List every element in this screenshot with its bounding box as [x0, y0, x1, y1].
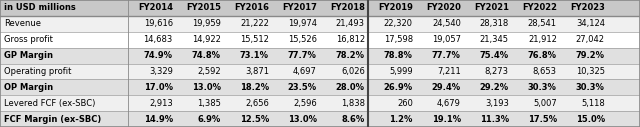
Text: 3,871: 3,871 [245, 67, 269, 76]
Text: 21,222: 21,222 [240, 19, 269, 28]
Text: 30.3%: 30.3% [576, 83, 605, 92]
Text: 17,598: 17,598 [383, 35, 413, 44]
Text: 28,541: 28,541 [528, 19, 557, 28]
Text: in USD millions: in USD millions [4, 3, 76, 12]
Text: 13.0%: 13.0% [288, 115, 317, 124]
Text: FY2022: FY2022 [522, 3, 557, 12]
Text: 21,493: 21,493 [336, 19, 365, 28]
Text: 1,838: 1,838 [340, 99, 365, 108]
Text: 4,697: 4,697 [293, 67, 317, 76]
Text: 27,042: 27,042 [576, 35, 605, 44]
Text: 2,596: 2,596 [293, 99, 317, 108]
Text: 75.4%: 75.4% [479, 51, 509, 60]
Text: 1,385: 1,385 [197, 99, 221, 108]
Text: 14,922: 14,922 [192, 35, 221, 44]
Bar [0, 16, 640, 32]
Text: 19,057: 19,057 [432, 35, 461, 44]
Text: 6.9%: 6.9% [198, 115, 221, 124]
Text: 6,026: 6,026 [341, 67, 365, 76]
Text: Operating profit: Operating profit [4, 67, 72, 76]
Text: 3,329: 3,329 [149, 67, 173, 76]
Text: 24,540: 24,540 [432, 19, 461, 28]
Text: 15.0%: 15.0% [575, 115, 605, 124]
Text: 74.8%: 74.8% [192, 51, 221, 60]
Text: 1.2%: 1.2% [389, 115, 413, 124]
Text: 19.1%: 19.1% [431, 115, 461, 124]
Text: 3,193: 3,193 [485, 99, 509, 108]
Text: 19,616: 19,616 [143, 19, 173, 28]
Bar [0, 32, 640, 48]
Text: 15,512: 15,512 [240, 35, 269, 44]
Text: 5,007: 5,007 [533, 99, 557, 108]
Text: 23.5%: 23.5% [287, 83, 317, 92]
Text: 77.7%: 77.7% [288, 51, 317, 60]
Text: 29.4%: 29.4% [431, 83, 461, 92]
Text: 5,118: 5,118 [581, 99, 605, 108]
Text: 30.3%: 30.3% [528, 83, 557, 92]
Bar [0, 0, 640, 16]
Text: 2,656: 2,656 [245, 99, 269, 108]
Text: FY2021: FY2021 [474, 3, 509, 12]
Text: 2,592: 2,592 [197, 67, 221, 76]
Text: 14.9%: 14.9% [143, 115, 173, 124]
Text: 15,526: 15,526 [288, 35, 317, 44]
Text: 17.0%: 17.0% [144, 83, 173, 92]
Text: 7,211: 7,211 [437, 67, 461, 76]
Text: 18.2%: 18.2% [239, 83, 269, 92]
Bar [0, 64, 640, 79]
Text: FY2018: FY2018 [330, 3, 365, 12]
Text: 79.2%: 79.2% [576, 51, 605, 60]
Bar [0, 79, 640, 95]
Text: FY2017: FY2017 [282, 3, 317, 12]
Text: 78.8%: 78.8% [384, 51, 413, 60]
Text: FY2016: FY2016 [234, 3, 269, 12]
Text: FY2020: FY2020 [426, 3, 461, 12]
Text: 5,999: 5,999 [389, 67, 413, 76]
Text: 8,273: 8,273 [484, 67, 509, 76]
Text: 77.7%: 77.7% [432, 51, 461, 60]
Text: FY2019: FY2019 [378, 3, 413, 12]
Text: 17.5%: 17.5% [527, 115, 557, 124]
Text: Revenue: Revenue [4, 19, 42, 28]
Text: 10,325: 10,325 [576, 67, 605, 76]
Text: 28.0%: 28.0% [336, 83, 365, 92]
Text: 73.1%: 73.1% [240, 51, 269, 60]
Text: 2,913: 2,913 [149, 99, 173, 108]
Text: 19,959: 19,959 [192, 19, 221, 28]
Text: 74.9%: 74.9% [144, 51, 173, 60]
Text: 13.0%: 13.0% [192, 83, 221, 92]
Text: Levered FCF (ex-SBC): Levered FCF (ex-SBC) [4, 99, 96, 108]
Text: 34,124: 34,124 [576, 19, 605, 28]
Text: 76.8%: 76.8% [528, 51, 557, 60]
Text: 29.2%: 29.2% [479, 83, 509, 92]
Text: OP Margin: OP Margin [4, 83, 54, 92]
Text: 21,912: 21,912 [528, 35, 557, 44]
Text: 8.6%: 8.6% [342, 115, 365, 124]
Bar [0, 111, 640, 127]
Text: 8,653: 8,653 [532, 67, 557, 76]
Bar [0, 48, 640, 64]
Text: 28,318: 28,318 [479, 19, 509, 28]
Text: Gross profit: Gross profit [4, 35, 53, 44]
Text: 260: 260 [397, 99, 413, 108]
Text: 26.9%: 26.9% [383, 83, 413, 92]
Text: 16,812: 16,812 [335, 35, 365, 44]
Text: 11.3%: 11.3% [479, 115, 509, 124]
Text: 21,345: 21,345 [480, 35, 509, 44]
Text: FY2014: FY2014 [138, 3, 173, 12]
Text: GP Margin: GP Margin [4, 51, 54, 60]
Text: 14,683: 14,683 [143, 35, 173, 44]
Text: 12.5%: 12.5% [239, 115, 269, 124]
Text: 4,679: 4,679 [437, 99, 461, 108]
Bar [0, 95, 640, 111]
Text: 78.2%: 78.2% [336, 51, 365, 60]
Text: FY2023: FY2023 [570, 3, 605, 12]
Text: FY2015: FY2015 [186, 3, 221, 12]
Text: 22,320: 22,320 [384, 19, 413, 28]
Text: 19,974: 19,974 [288, 19, 317, 28]
Text: FCF Margin (ex-SBC): FCF Margin (ex-SBC) [4, 115, 102, 124]
